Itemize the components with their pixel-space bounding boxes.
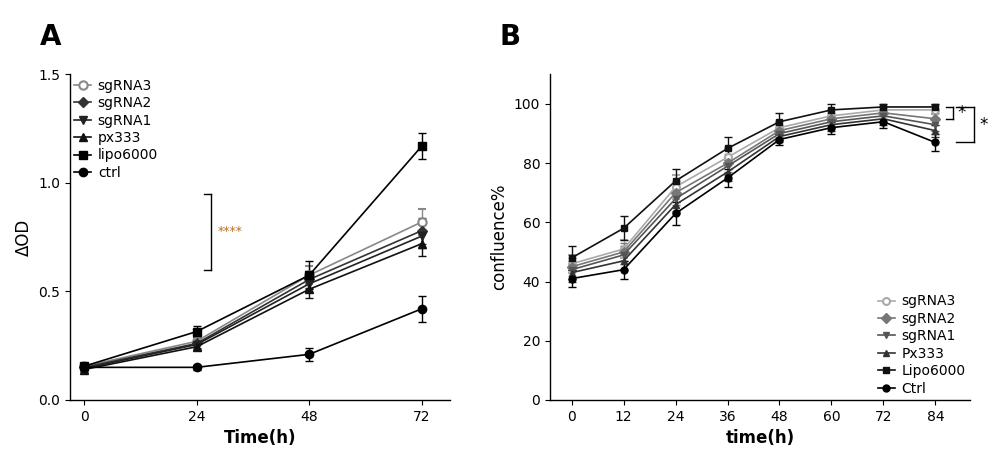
Legend: sgRNA3, sgRNA2, sgRNA1, px333, lipo6000, ctrl: sgRNA3, sgRNA2, sgRNA1, px333, lipo6000,… xyxy=(74,79,158,180)
Y-axis label: ΔOD: ΔOD xyxy=(15,219,33,256)
Legend: sgRNA3, sgRNA2, sgRNA1, Px333, Lipo6000, Ctrl: sgRNA3, sgRNA2, sgRNA1, Px333, Lipo6000,… xyxy=(878,294,966,396)
Text: *: * xyxy=(980,116,988,134)
Text: A: A xyxy=(40,23,62,51)
X-axis label: time(h): time(h) xyxy=(725,429,795,447)
Text: B: B xyxy=(500,23,521,51)
Text: ****: **** xyxy=(218,225,243,238)
X-axis label: Time(h): Time(h) xyxy=(224,429,296,447)
Text: *: * xyxy=(958,104,966,122)
Y-axis label: confluence%: confluence% xyxy=(490,184,508,291)
